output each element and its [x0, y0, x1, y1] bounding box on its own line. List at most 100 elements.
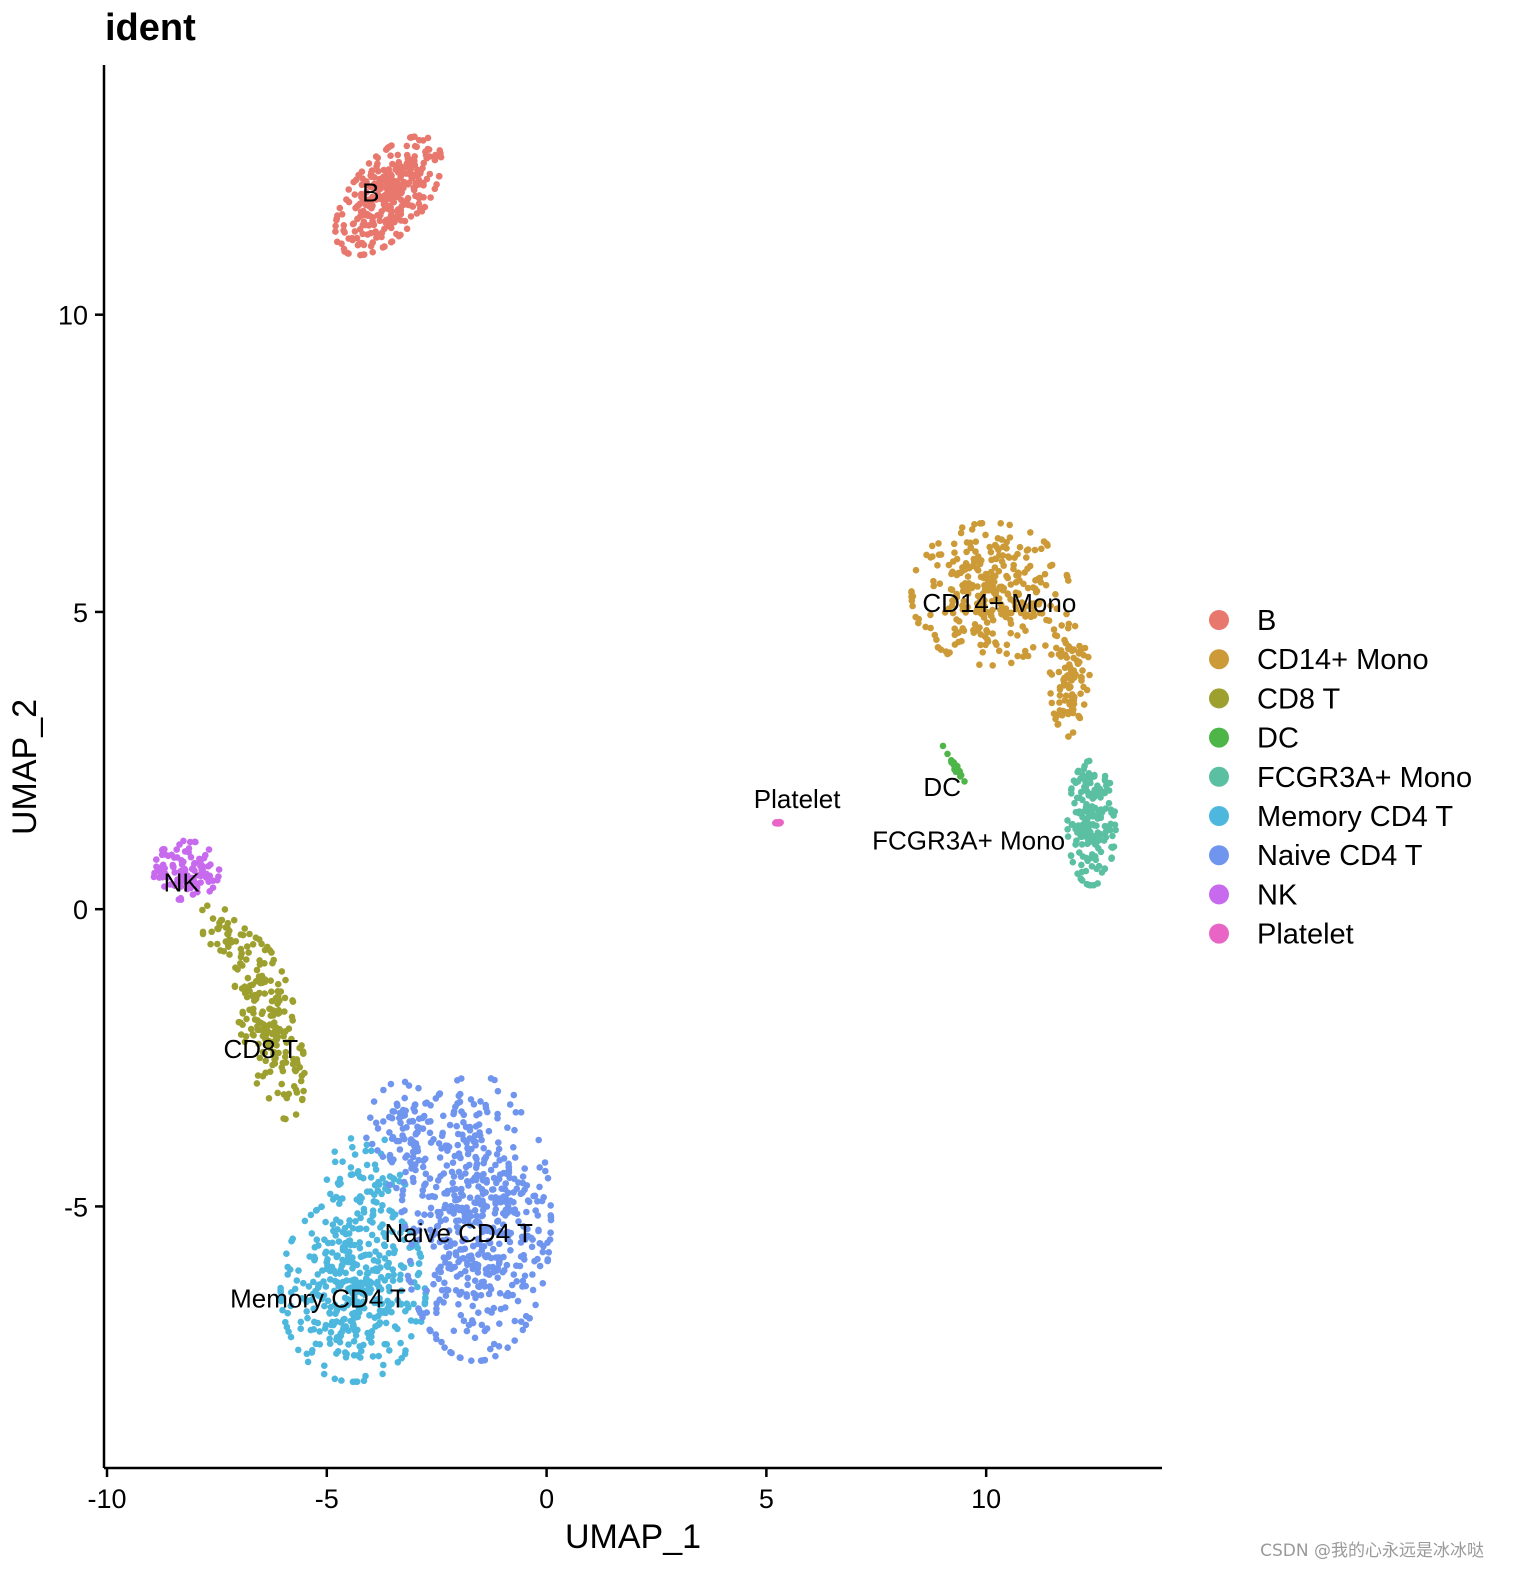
- data-point: [345, 1341, 352, 1348]
- data-point: [436, 1296, 444, 1303]
- data-point: [1023, 547, 1031, 554]
- data-point: [1088, 863, 1096, 870]
- data-point: [336, 1200, 343, 1207]
- data-point: [491, 1076, 498, 1084]
- data-point: [456, 1354, 464, 1361]
- data-point: [455, 1150, 463, 1157]
- data-point: [1064, 826, 1071, 833]
- data-point: [501, 1267, 508, 1274]
- data-point: [968, 526, 976, 533]
- data-point: [190, 860, 198, 868]
- data-point: [407, 1278, 415, 1286]
- data-point: [496, 1258, 503, 1265]
- data-point: [232, 964, 239, 971]
- data-point: [952, 768, 960, 776]
- data-point: [279, 1067, 287, 1075]
- data-point: [475, 1121, 483, 1128]
- data-point: [412, 179, 420, 187]
- data-point: [245, 949, 252, 956]
- x-tick-label: 0: [539, 1484, 554, 1514]
- data-point: [380, 166, 388, 174]
- data-point: [320, 1278, 327, 1285]
- data-point: [1041, 570, 1049, 578]
- data-point: [945, 605, 952, 613]
- data-point: [402, 1168, 409, 1176]
- data-point: [1077, 875, 1084, 882]
- data-point: [434, 1222, 442, 1230]
- data-point: [514, 1297, 522, 1305]
- data-point: [365, 160, 373, 167]
- data-point: [536, 1262, 544, 1270]
- data-point: [295, 1267, 302, 1274]
- data-point: [394, 151, 402, 159]
- data-point: [243, 993, 251, 1001]
- data-point: [510, 1091, 518, 1099]
- data-point: [961, 580, 969, 587]
- data-point: [376, 217, 384, 225]
- data-point: [368, 1140, 376, 1148]
- data-point: [358, 190, 365, 198]
- data-point: [401, 217, 409, 225]
- data-point: [511, 1126, 518, 1134]
- data-point: [414, 1129, 421, 1136]
- data-point: [435, 1091, 443, 1098]
- data-point: [230, 916, 238, 924]
- data-point: [1053, 605, 1061, 612]
- data-point: [1007, 629, 1014, 637]
- data-point: [1066, 675, 1074, 682]
- data-point: [288, 1237, 295, 1245]
- data-point: [385, 1272, 392, 1280]
- data-point: [1076, 658, 1083, 666]
- data-point: [363, 178, 370, 185]
- data-point: [505, 1163, 512, 1171]
- data-point: [995, 567, 1003, 575]
- data-point: [400, 1264, 407, 1271]
- data-point: [334, 1226, 341, 1233]
- data-point: [978, 557, 985, 564]
- data-point: [265, 1095, 273, 1102]
- data-point: [961, 778, 968, 785]
- data-point: [430, 1243, 438, 1250]
- data-point: [957, 772, 964, 779]
- data-point: [959, 587, 967, 595]
- data-point: [177, 896, 185, 903]
- data-point: [275, 1049, 282, 1057]
- data-point: [419, 137, 427, 144]
- data-point: [447, 1202, 455, 1210]
- data-point: [997, 601, 1005, 608]
- data-point: [459, 1254, 467, 1262]
- data-point: [547, 1216, 555, 1224]
- data-point: [301, 1069, 308, 1077]
- data-point: [506, 1101, 514, 1108]
- data-point: [274, 1000, 281, 1008]
- data-point: [1056, 692, 1064, 699]
- data-point: [1065, 577, 1072, 584]
- data-point: [332, 228, 339, 235]
- data-point: [1006, 609, 1013, 617]
- data-point: [411, 1142, 418, 1150]
- data-point: [1014, 652, 1021, 660]
- data-point: [404, 155, 412, 163]
- data-point: [253, 966, 261, 974]
- data-point: [474, 1235, 482, 1243]
- data-point: [378, 1190, 385, 1198]
- data-point: [470, 1242, 477, 1250]
- data-point: [362, 1147, 369, 1155]
- data-point: [409, 1148, 417, 1156]
- data-point: [350, 1352, 358, 1359]
- data-point: [374, 1281, 381, 1288]
- data-point: [1048, 699, 1056, 707]
- data-point: [485, 1237, 492, 1245]
- data-point: [304, 1314, 311, 1322]
- data-point: [307, 1211, 315, 1219]
- data-point: [1014, 632, 1021, 639]
- data-point: [177, 883, 185, 890]
- legend-key: [1209, 766, 1229, 787]
- series-b: [332, 133, 445, 259]
- data-point: [471, 1334, 479, 1342]
- data-point: [326, 1340, 334, 1347]
- data-point: [334, 1179, 342, 1187]
- data-point: [402, 1307, 409, 1315]
- data-point: [354, 215, 361, 223]
- data-point: [994, 535, 1002, 542]
